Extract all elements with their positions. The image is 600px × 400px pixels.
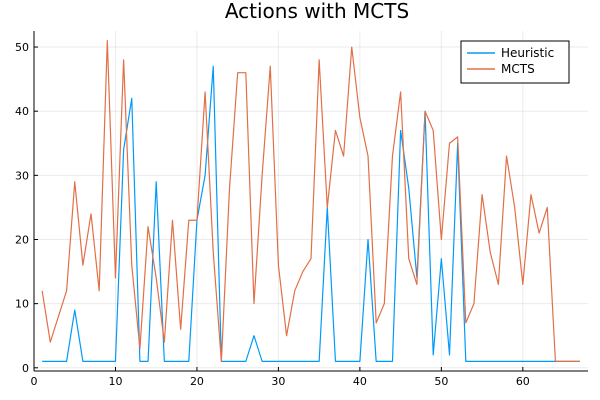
x-tick-label-20: 20: [190, 375, 204, 388]
y-tick-label-20: 20: [15, 233, 29, 246]
legend-label-mcts: MCTS: [501, 62, 535, 76]
chart-title: Actions with MCTS: [225, 0, 409, 23]
legend-label-heuristic: Heuristic: [501, 46, 554, 60]
y-tick-label-0: 0: [22, 362, 29, 375]
y-tick-label-50: 50: [15, 41, 29, 54]
x-tick-label-30: 30: [271, 375, 285, 388]
series-line-heuristic: [42, 65, 580, 362]
legend-box: [460, 40, 570, 84]
x-tick-label-50: 50: [434, 375, 448, 388]
tick-labels: 0 10 20 30 40 50 60 0 10 20 30 40 50: [15, 41, 530, 388]
y-tick-label-10: 10: [15, 298, 29, 311]
legend: Heuristic MCTS: [460, 40, 570, 84]
x-tick-label-60: 60: [516, 375, 530, 388]
x-tick-label-10: 10: [108, 375, 122, 388]
y-tick-label-30: 30: [15, 169, 29, 182]
x-tick-label-40: 40: [353, 375, 367, 388]
y-tick-label-40: 40: [15, 105, 29, 118]
series-lines: [41, 40, 580, 362]
series-line-mcts: [41, 40, 580, 362]
axes: [33, 31, 588, 372]
x-tick-label-0: 0: [31, 375, 38, 388]
